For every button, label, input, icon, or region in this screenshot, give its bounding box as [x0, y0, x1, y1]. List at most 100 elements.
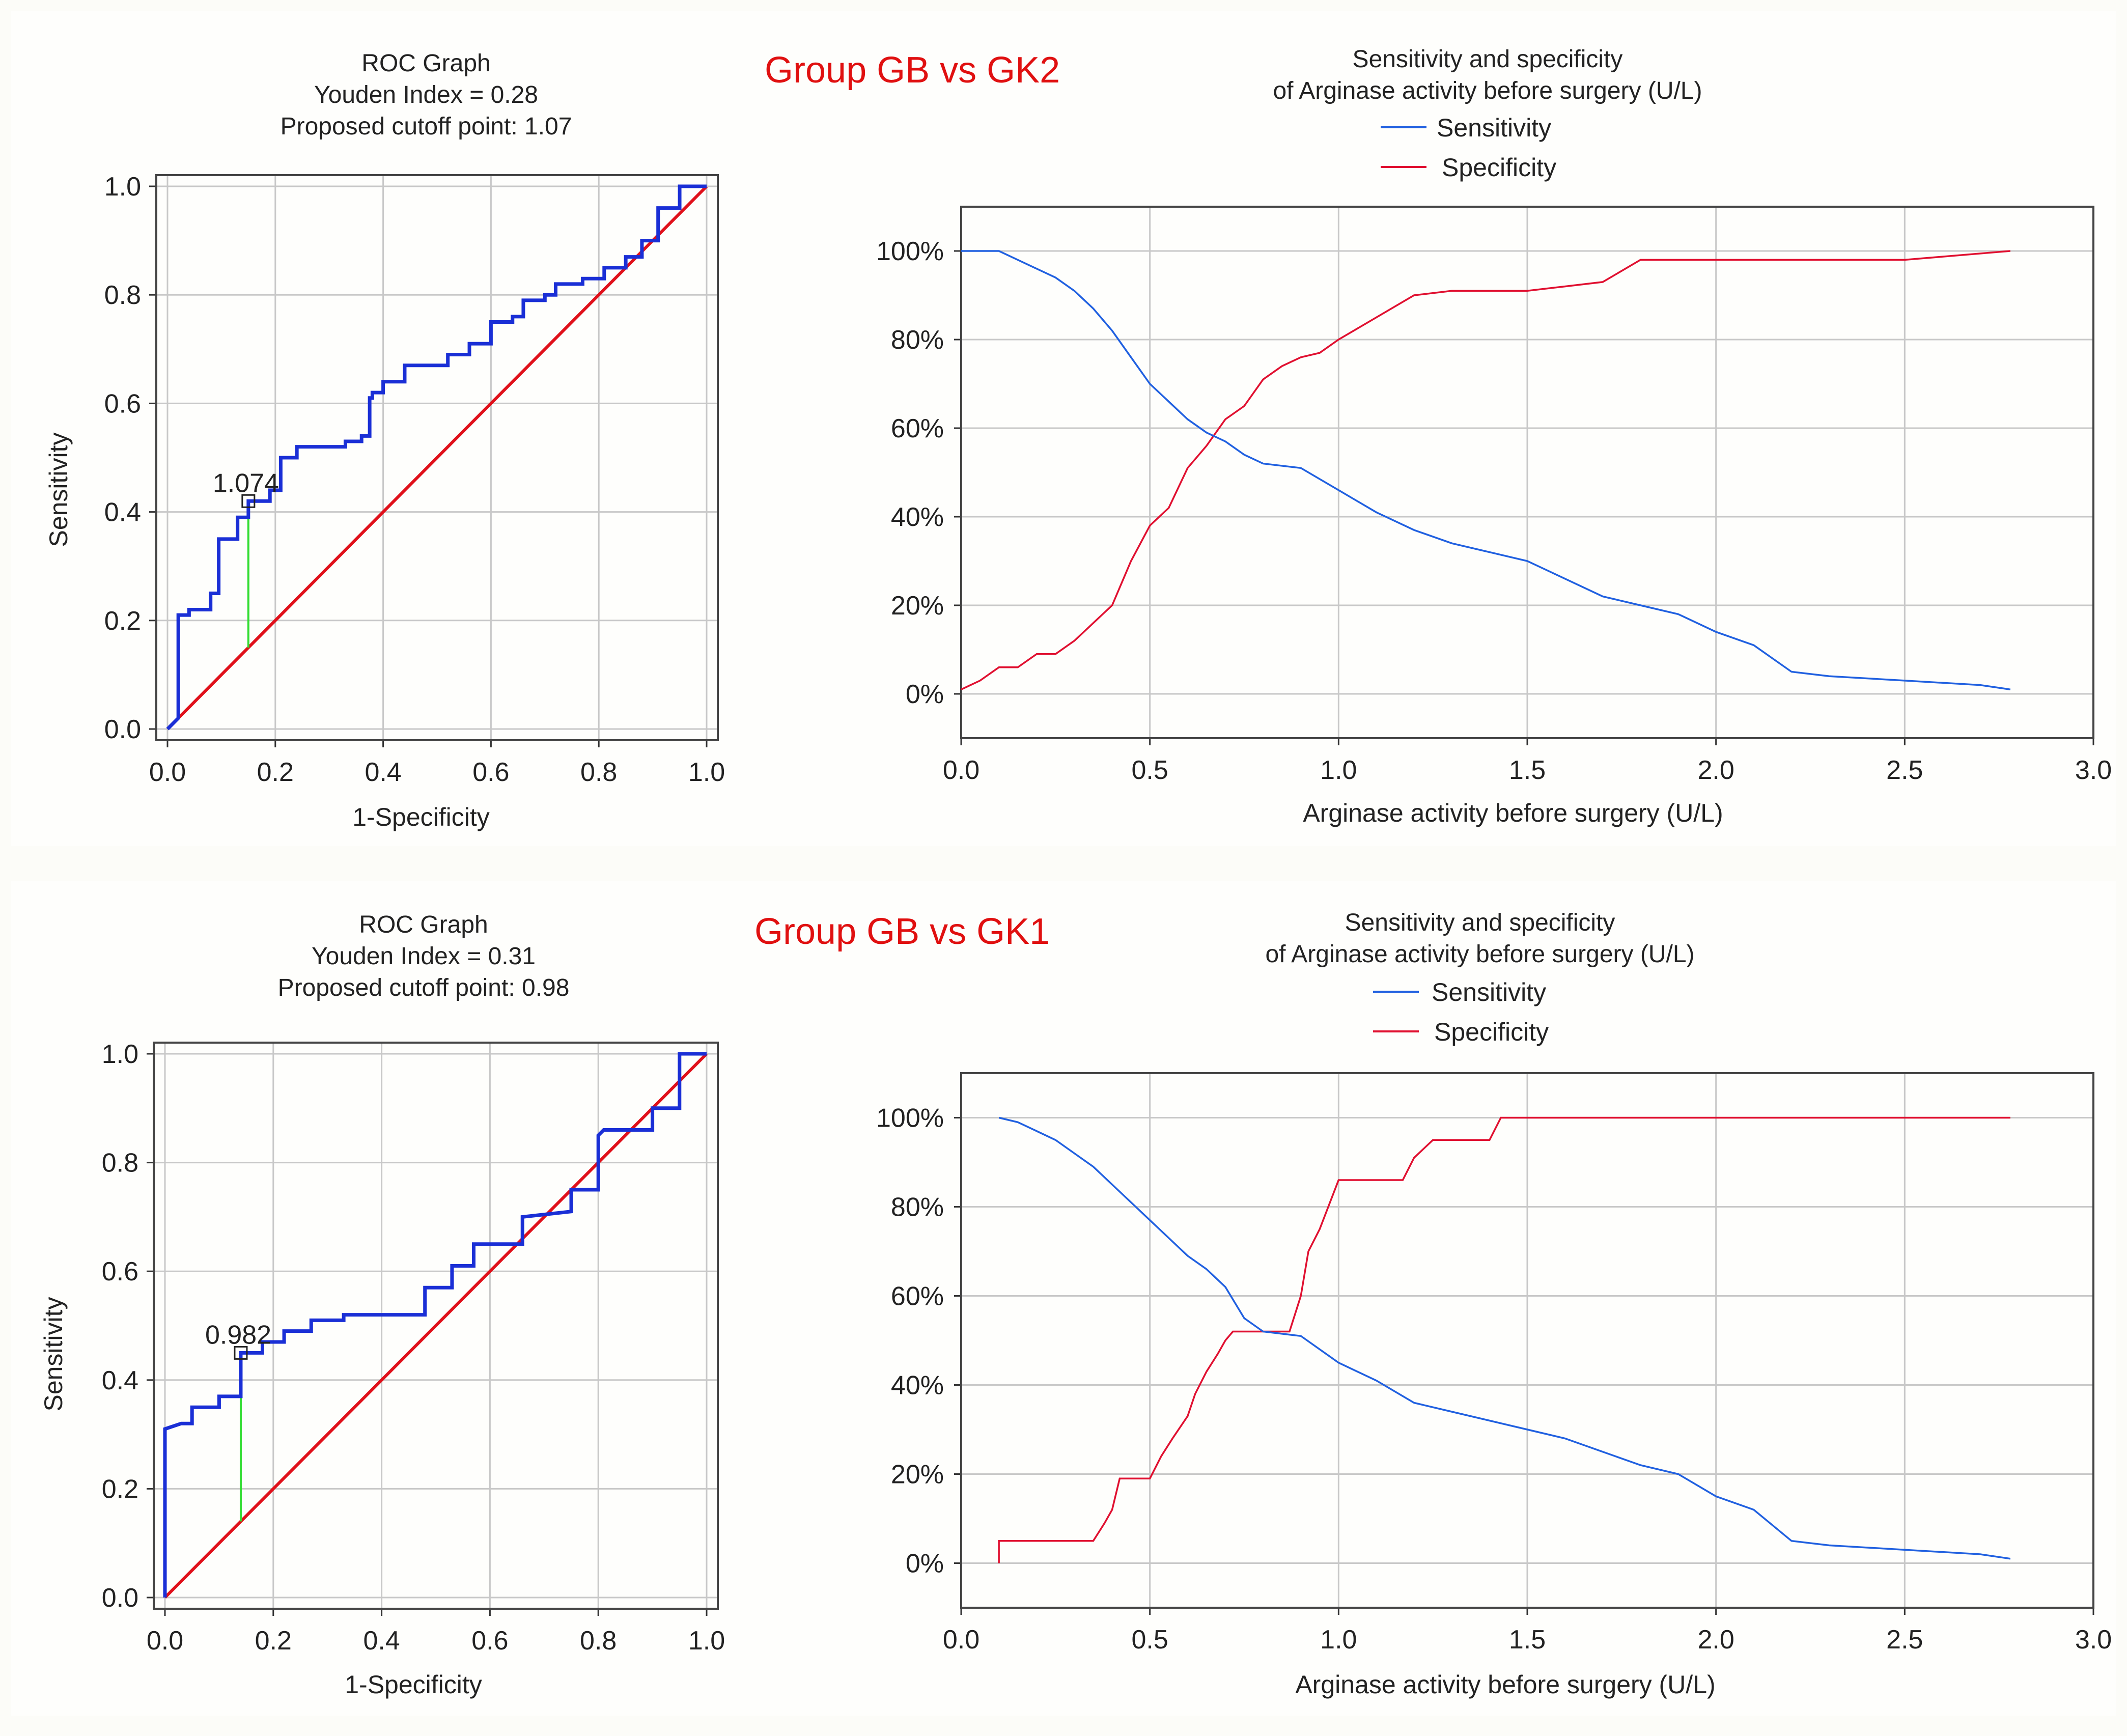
- roc-x-axis-label: 1-Specificity: [352, 803, 490, 831]
- roc-cutoff-label: 1.074: [213, 468, 279, 498]
- sens-spec-x-axis-label: Arginase activity before surgery (U/L): [1295, 1670, 1715, 1699]
- sens-spec-x-tick-label: 3.0: [2075, 1625, 2112, 1655]
- roc-cutoff-label: 0.982: [205, 1320, 271, 1350]
- sensitivity-line: [961, 250, 2011, 691]
- roc-x-tick-label: 0.0: [149, 758, 186, 787]
- sens-spec-x-tick-label: 0.0: [943, 755, 979, 785]
- roc-x-tick-label: 0.6: [472, 758, 509, 787]
- roc-y-tick-label: 0.4: [104, 498, 141, 527]
- roc-cutoff-marker: [241, 494, 256, 508]
- roc-title-line-1: ROC Graph: [361, 50, 490, 77]
- sens-spec-frame: [960, 206, 2094, 739]
- sens-spec-frame: [960, 1072, 2094, 1609]
- sens-spec-y-tick-label: 60%: [891, 414, 944, 443]
- roc-x-tick-label: 1.0: [688, 1626, 725, 1656]
- sens-spec-x-tick-label: 2.5: [1886, 755, 1923, 785]
- roc-plot-area: 0.0 0.2 0.4 0.6 0.8 1.0 0.0 0.2 0.4 0.6 0.8 1.0 0.98…: [102, 1040, 725, 1656]
- sens-spec-y-tick-label: 20%: [891, 591, 944, 621]
- roc-y-tick-label: 0.6: [102, 1257, 138, 1286]
- roc-x-tick-label: 0.4: [365, 758, 401, 787]
- roc-y-tick-label: 0.0: [104, 715, 141, 744]
- sens-spec-x-tick-label: 1.5: [1509, 755, 1546, 785]
- sens-spec-y-tick-label: 100%: [876, 237, 944, 266]
- roc-x-tick-label: 0.6: [471, 1626, 508, 1656]
- roc-diagonal-line: [163, 1052, 708, 1599]
- roc-y-tick-label: 0.0: [102, 1583, 138, 1613]
- sens-spec-graph: Sensitivity and specificity of Arginase …: [876, 46, 2112, 827]
- roc-title-line-3: Proposed cutoff point: 1.07: [281, 113, 572, 140]
- roc-y-tick-label: 1.0: [104, 172, 141, 202]
- roc-cutoff-marker: [234, 1346, 248, 1360]
- roc-frame: [153, 1042, 719, 1610]
- sens-spec-x-axis-label: Arginase activity before surgery (U/L): [1303, 799, 1723, 827]
- roc-title-line-2: Youden Index = 0.31: [312, 943, 536, 970]
- roc-x-tick-label: 0.4: [363, 1626, 400, 1656]
- sens-spec-y-tick-label: 40%: [891, 1371, 944, 1401]
- roc-x-tick-label: 1.0: [688, 758, 725, 787]
- roc-y-axis-label: Sensitivity: [39, 1297, 68, 1411]
- roc-title-line-3: Proposed cutoff point: 0.98: [278, 974, 570, 1001]
- legend-specificity-label: Specificity: [1442, 153, 1556, 182]
- sens-spec-title-line-1: Sensitivity and specificity: [1345, 909, 1615, 936]
- sens-spec-x-tick-label: 0.5: [1132, 1625, 1168, 1655]
- sens-spec-x-tick-label: 1.0: [1320, 755, 1357, 785]
- sens-spec-plot-area: 0.0 0.5 1.0 1.5 2.0 2.5 3.0 0% 20% 40% 60% 80% 100%: [876, 1072, 2112, 1655]
- roc-y-tick-label: 1.0: [102, 1040, 138, 1069]
- legend-sensitivity-label: Sensitivity: [1437, 114, 1551, 142]
- roc-title-line-2: Youden Index = 0.28: [314, 81, 538, 108]
- panel-gb-vs-gk1: Group GB vs GK1 ROC Graph Youden Index =…: [11, 881, 2116, 1716]
- specificity-line: [998, 1116, 2010, 1563]
- roc-title-line-1: ROC Graph: [359, 911, 488, 938]
- roc-plot-area: 0.0 0.2 0.4 0.6 0.8 1.0 0.0 0.2 0.4 0.6 0.8 1.0 1.07…: [104, 172, 725, 787]
- sens-spec-y-tick-label: 0%: [906, 680, 944, 709]
- roc-graph: ROC Graph Youden Index = 0.28 Proposed c…: [44, 50, 725, 831]
- sens-spec-y-tick-label: 40%: [891, 502, 944, 532]
- roc-curve: [166, 184, 707, 731]
- panel-gb-vs-gk1-canvas: Group GB vs GK1 ROC Graph Youden Index =…: [39, 909, 2112, 1699]
- group-title: Group GB vs GK1: [754, 911, 1050, 952]
- roc-x-tick-label: 0.8: [580, 1626, 617, 1656]
- roc-x-tick-label: 0.2: [257, 758, 294, 787]
- roc-x-tick-label: 0.0: [147, 1626, 183, 1656]
- sens-spec-x-tick-label: 3.0: [2075, 755, 2112, 785]
- roc-graph: ROC Graph Youden Index = 0.31 Proposed c…: [39, 911, 725, 1699]
- sens-spec-x-tick-label: 2.0: [1698, 755, 1734, 785]
- group-title: Group GB vs GK2: [765, 50, 1060, 91]
- roc-y-tick-label: 0.8: [102, 1149, 138, 1178]
- roc-y-tick-label: 0.4: [102, 1366, 138, 1395]
- sens-spec-y-tick-label: 60%: [891, 1282, 944, 1311]
- legend-specificity-label: Specificity: [1434, 1018, 1549, 1046]
- roc-diagonal-line: [166, 185, 708, 731]
- sens-spec-y-tick-label: 80%: [891, 325, 944, 355]
- sens-spec-x-tick-label: 0.5: [1132, 755, 1168, 785]
- roc-y-tick-label: 0.6: [104, 389, 141, 418]
- legend-sensitivity-label: Sensitivity: [1432, 978, 1546, 1006]
- sens-spec-y-tick-label: 100%: [876, 1104, 944, 1133]
- roc-y-tick-label: 0.8: [104, 281, 141, 310]
- roc-y-tick-label: 0.2: [104, 606, 141, 636]
- roc-frame: [155, 174, 719, 741]
- sens-spec-graph: Sensitivity and specificity of Arginase …: [876, 909, 2112, 1699]
- sensitivity-line: [998, 1116, 2011, 1560]
- specificity-line: [961, 250, 2011, 690]
- sens-spec-y-tick-label: 20%: [891, 1460, 944, 1490]
- roc-x-axis-label: 1-Specificity: [345, 1670, 482, 1699]
- sens-spec-x-tick-label: 0.0: [943, 1625, 979, 1655]
- sens-spec-x-tick-label: 1.5: [1509, 1625, 1546, 1655]
- panel-gb-vs-gk2: Group GB vs GK2 ROC Graph Youden Index =…: [11, 11, 2116, 846]
- sens-spec-x-tick-label: 1.0: [1320, 1625, 1357, 1655]
- sens-spec-title-line-2: of Arginase activity before surgery (U/L…: [1265, 941, 1694, 968]
- roc-y-tick-label: 0.2: [102, 1474, 138, 1504]
- roc-curve: [163, 1052, 707, 1598]
- roc-x-tick-label: 0.8: [580, 758, 617, 787]
- roc-x-tick-label: 0.2: [255, 1626, 292, 1656]
- sens-spec-y-tick-label: 0%: [906, 1549, 944, 1579]
- sens-spec-y-tick-label: 80%: [891, 1193, 944, 1222]
- sens-spec-title-line-2: of Arginase activity before surgery (U/L…: [1273, 77, 1702, 104]
- roc-y-axis-label: Sensitivity: [44, 432, 73, 547]
- sens-spec-plot-area: 0.0 0.5 1.0 1.5 2.0 2.5 3.0 0% 20% 40% 60% 80% 100%: [876, 206, 2112, 785]
- sens-spec-x-tick-label: 2.0: [1698, 1625, 1734, 1655]
- sens-spec-title-line-1: Sensitivity and specificity: [1353, 46, 1623, 73]
- panel-gb-vs-gk2-canvas: Group GB vs GK2 ROC Graph Youden Index =…: [44, 46, 2112, 831]
- sens-spec-x-tick-label: 2.5: [1886, 1625, 1923, 1655]
